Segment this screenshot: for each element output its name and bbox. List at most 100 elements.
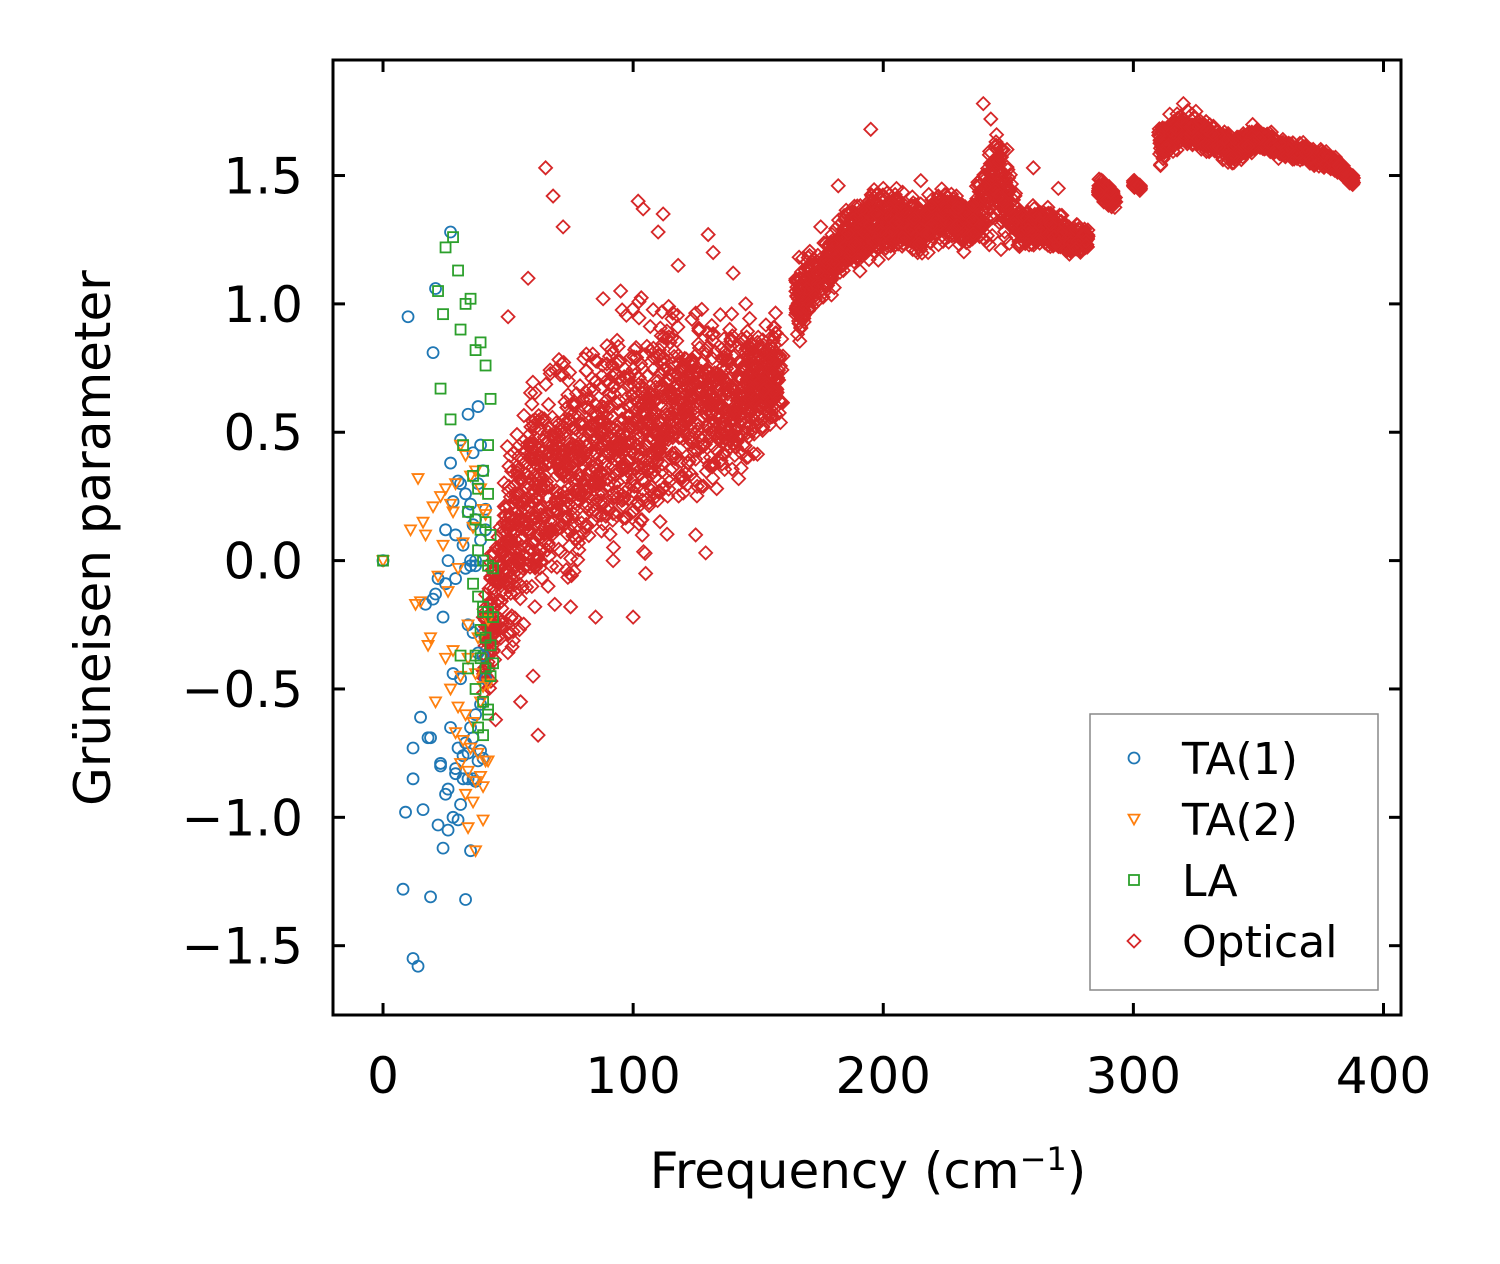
optical-point <box>1025 237 1042 253</box>
optical-point <box>525 417 542 434</box>
optical-point <box>485 642 502 659</box>
optical-point <box>641 495 657 511</box>
la-point <box>477 606 489 618</box>
optical-point <box>559 452 575 469</box>
optical-point <box>667 445 683 461</box>
optical-point <box>697 342 714 359</box>
optical-point <box>650 224 666 240</box>
y-tick-label: −1.5 <box>182 918 303 976</box>
ta-1--point <box>424 731 437 745</box>
optical-point <box>858 235 875 251</box>
optical-point <box>567 494 583 511</box>
optical-point <box>652 412 669 428</box>
optical-point <box>1027 206 1043 223</box>
ta-1--point <box>461 772 475 786</box>
optical-point <box>568 385 585 402</box>
optical-point <box>1226 146 1243 162</box>
x-axis-label: Frequency (cm−1) <box>650 1140 1087 1200</box>
la-point <box>377 554 389 567</box>
la-point <box>477 464 489 477</box>
ta-1--point <box>469 708 482 722</box>
ta-1--point <box>459 893 472 906</box>
ta-1--point <box>426 346 440 360</box>
optical-point <box>709 405 726 422</box>
optical-point <box>795 309 812 325</box>
optical-point <box>510 545 527 562</box>
la-point <box>477 729 489 742</box>
optical-point <box>594 398 610 415</box>
ta-1--point <box>464 844 477 858</box>
optical-point <box>939 198 955 214</box>
optical-point <box>723 361 740 378</box>
ta-2--point <box>416 516 431 530</box>
la-point <box>469 683 482 695</box>
optical-point <box>737 405 753 421</box>
optical-point <box>732 371 749 388</box>
optical-point <box>608 416 624 433</box>
optical-point <box>620 367 637 383</box>
optical-point <box>662 366 678 383</box>
optical-point <box>545 503 561 520</box>
optical-point <box>605 505 621 522</box>
ta-1--point <box>436 841 450 855</box>
optical-point <box>738 419 755 436</box>
optical-point <box>663 382 680 399</box>
optical-point <box>1342 171 1359 188</box>
optical-point <box>588 507 605 524</box>
optical-point <box>769 381 785 398</box>
optical-point <box>670 347 687 364</box>
optical-point <box>673 467 690 484</box>
x-tick-label: 0 <box>367 1047 399 1105</box>
optical-point <box>543 558 560 574</box>
optical-point <box>986 210 1003 227</box>
optical-point <box>570 466 587 483</box>
optical-point <box>878 224 894 241</box>
optical-point <box>624 443 641 460</box>
optical-point <box>1341 168 1358 185</box>
optical-point <box>595 516 612 532</box>
optical-point <box>719 386 736 402</box>
optical-point <box>512 470 529 487</box>
ta-2--point <box>441 586 456 599</box>
optical-point <box>838 254 854 270</box>
optical-point <box>993 141 1009 158</box>
optical-point <box>1014 208 1031 225</box>
ta-2--point <box>456 735 471 748</box>
optical-point <box>663 422 679 438</box>
optical-point <box>1062 243 1079 259</box>
optical-point <box>642 448 659 465</box>
optical-point <box>702 449 719 466</box>
optical-point <box>563 567 580 584</box>
optical-point <box>624 387 641 404</box>
optical-point <box>590 485 606 502</box>
optical-point <box>920 186 937 203</box>
optical-point <box>581 402 598 418</box>
optical-point <box>655 361 672 378</box>
optical-point <box>694 301 710 318</box>
optical-point <box>983 111 999 127</box>
optical-point <box>637 565 654 582</box>
optical-point <box>923 198 940 215</box>
optical-point <box>1131 177 1148 193</box>
optical-point <box>659 526 675 542</box>
ta-2--point <box>446 506 461 520</box>
optical-point <box>587 609 604 625</box>
optical-point <box>664 412 680 429</box>
ta-2--point <box>466 796 481 810</box>
la-point <box>482 703 494 716</box>
optical-point <box>584 370 600 387</box>
optical-point <box>680 412 697 429</box>
optical-point <box>1040 229 1056 245</box>
optical-point <box>1017 235 1034 252</box>
optical-point <box>643 482 659 499</box>
optical-point <box>1046 229 1062 245</box>
optical-point <box>675 485 692 501</box>
optical-point <box>630 494 647 511</box>
optical-point <box>1161 106 1178 122</box>
optical-point <box>850 251 867 268</box>
optical-point <box>685 397 702 414</box>
optical-point <box>707 344 723 360</box>
ta-1--point <box>471 400 485 413</box>
optical-point <box>1297 138 1314 155</box>
plot-frame <box>331 58 1403 1017</box>
